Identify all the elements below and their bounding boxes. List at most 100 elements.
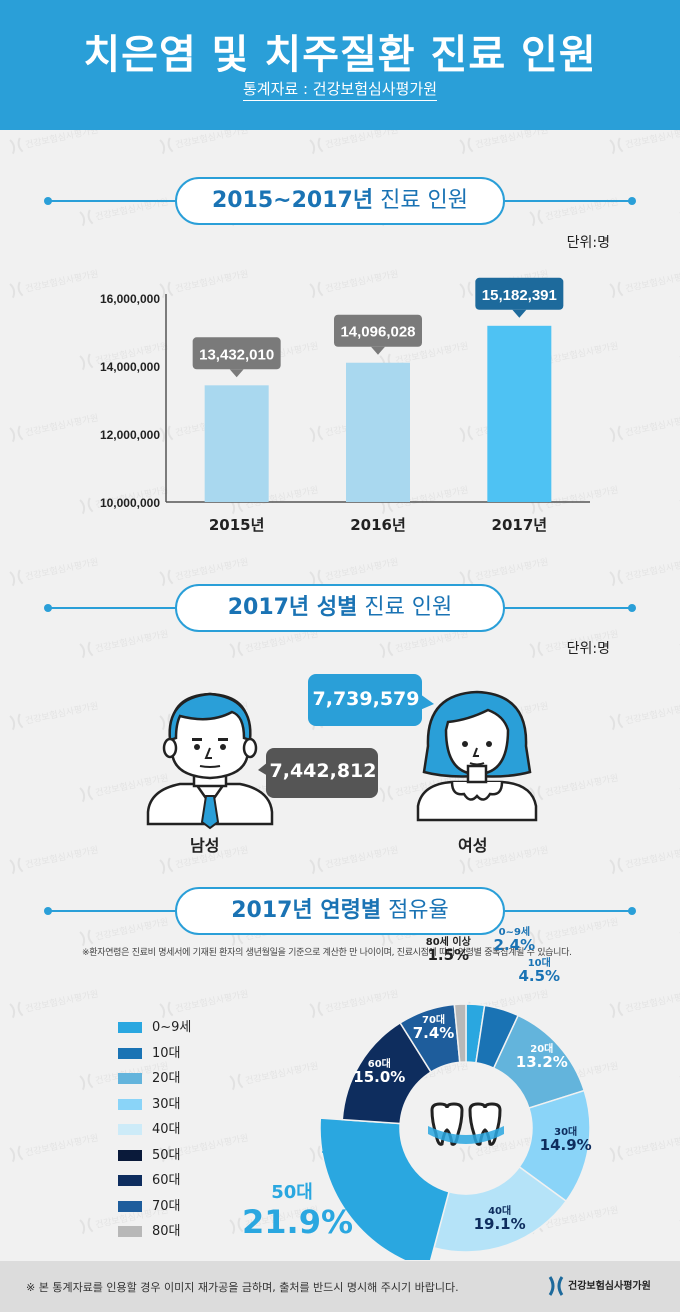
svg-text:건강보험심사평가원: 건강보험심사평가원 — [24, 989, 99, 1015]
slice-name: 40대 — [488, 1206, 512, 1218]
unit-label: 단위:명 — [566, 641, 610, 657]
donut-slice — [320, 1117, 450, 1260]
legend-item: 30대 — [118, 1093, 181, 1112]
female-label: 여성 — [458, 836, 488, 855]
legend-item: 80대 — [118, 1220, 181, 1239]
legend-item: 70대 — [118, 1195, 181, 1214]
divider-dot — [44, 907, 52, 915]
legend-swatch — [118, 1124, 142, 1135]
svg-text:건강보험심사평가원: 건강보험심사평가원 — [244, 1061, 319, 1087]
bar — [346, 362, 410, 502]
bar-value-label: 14,096,028 — [340, 324, 415, 341]
divider-dot — [628, 197, 636, 205]
slice-name: 20대 — [530, 1044, 554, 1056]
svg-text:건강보험심사평가원: 건강보험심사평가원 — [324, 845, 399, 871]
svg-text:건강보험심사평가원: 건강보험심사평가원 — [94, 629, 169, 655]
age-donut-chart — [320, 1003, 591, 1260]
slice-value: 13.2% — [515, 1053, 568, 1072]
svg-text:건강보험심사평가원: 건강보험심사평가원 — [624, 701, 680, 727]
slice-value: 1.5% — [427, 946, 470, 965]
slice-value: 14.9% — [539, 1136, 592, 1155]
svg-text:건강보험심사평가원: 건강보험심사평가원 — [24, 1133, 99, 1159]
slice-label: 50대 21.9% — [242, 1182, 354, 1241]
male-label: 남성 — [190, 836, 220, 855]
legend-label: 40대 — [152, 1122, 181, 1137]
male-value: 7,442,812 — [269, 760, 377, 782]
svg-text:건강보험심사평가원: 건강보험심사평가원 — [174, 130, 249, 151]
source-label: 통계자료 : 건강보험심사평가원 — [0, 78, 680, 101]
legend-item: 0~9세 — [118, 1016, 192, 1035]
page-title: 치은염 및 치주질환 진료 인원 — [83, 32, 597, 78]
divider-dot — [44, 604, 52, 612]
slice-value: 4.5% — [518, 966, 561, 985]
footer-org: 건강보험심사평가원 — [568, 1281, 651, 1292]
legend-label: 80대 — [152, 1224, 181, 1239]
slice-label: 10대 4.5% — [509, 958, 569, 985]
svg-text:건강보험심사평가원: 건강보험심사평가원 — [244, 629, 319, 655]
svg-text:건강보험심사평가원: 건강보험심사평가원 — [324, 130, 399, 151]
svg-text:건강보험심사평가원: 건강보험심사평가원 — [174, 1133, 249, 1159]
bar-chart: 10,000,000 12,000,000 14,000,000 16,000,000… — [100, 277, 590, 534]
divider-dot — [44, 197, 52, 205]
svg-text:건강보험심사평가원: 건강보험심사평가원 — [24, 130, 99, 151]
female-callout — [308, 674, 434, 726]
unit-label: 단위:명 — [566, 235, 610, 251]
legend-item: 10대 — [118, 1042, 181, 1061]
svg-text:건강보험심사평가원: 건강보험심사평가원 — [624, 130, 680, 151]
slice-name: 50대 — [271, 1182, 313, 1203]
slice-label: 20대 13.2% — [512, 1045, 572, 1070]
section-title-trend: 2015~2017년 진료 인원 — [175, 177, 505, 225]
legend-label: 20대 — [152, 1071, 181, 1086]
slice-value: 15.0% — [353, 1068, 406, 1087]
y-tick-label: 10,000,000 — [100, 496, 160, 510]
slice-name: 0~9세 — [498, 927, 531, 939]
legend-swatch — [118, 1047, 142, 1059]
svg-text:건강보험심사평가원: 건강보험심사평가원 — [474, 130, 549, 151]
slice-label: 40대 19.1% — [470, 1207, 530, 1232]
slice-label: 0~9세 2.4% — [484, 928, 544, 953]
legend-swatch — [118, 1073, 142, 1084]
teeth-icon — [428, 1102, 504, 1146]
x-category-label: 2017년 — [492, 516, 548, 534]
legend-swatch — [118, 1226, 142, 1237]
x-category-label: 2016년 — [350, 516, 406, 534]
slice-label: 80세 이상 1.5% — [418, 938, 478, 963]
age-note: ※환자연령은 진료비 명세서에 기재된 환자의 생년월일을 기준으로 계산한 만… — [82, 948, 572, 958]
slice-label: 30대 14.9% — [536, 1128, 596, 1153]
bar-callout-pointer — [512, 309, 527, 318]
legend-swatch — [118, 1200, 142, 1212]
slice-name: 60대 — [367, 1059, 391, 1071]
section-title-age: 2017년 연령별 점유율 — [175, 887, 505, 935]
hira-logo-icon — [548, 1276, 564, 1296]
svg-text:건강보험심사평가원: 건강보험심사평가원 — [174, 989, 249, 1015]
svg-text:건강보험심사평가원: 건강보험심사평가원 — [24, 845, 99, 871]
svg-text:건강보험심사평가원: 건강보험심사평가원 — [474, 557, 549, 583]
legend-label: 10대 — [152, 1045, 181, 1061]
legend-label: 60대 — [152, 1173, 181, 1188]
section-title-gender: 2017년 성별 진료 인원 — [175, 584, 505, 632]
svg-text:건강보험심사평가원: 건강보험심사평가원 — [394, 629, 469, 655]
legend-label: 30대 — [152, 1096, 181, 1112]
legend-swatch — [118, 1175, 142, 1186]
footer-notice: ※ 본 통계자료를 인용할 경우 이미지 재가공을 금하며, 출처를 반드시 명… — [26, 1281, 459, 1294]
legend-swatch — [118, 1149, 142, 1161]
legend-item: 20대 — [118, 1067, 181, 1086]
slice-value: 19.1% — [473, 1215, 526, 1234]
slice-name: 70대 — [421, 1015, 446, 1027]
bar-callout — [192, 337, 281, 370]
svg-text:건강보험심사평가원: 건강보험심사평가원 — [24, 701, 99, 727]
divider-dot — [628, 604, 636, 612]
female-value: 7,739,579 — [312, 688, 420, 710]
svg-text:건강보험심사평가원: 건강보험심사평가원 — [624, 557, 680, 583]
legend-label: 0~9세 — [152, 1020, 192, 1035]
slice-value: 21.9% — [242, 1203, 354, 1241]
bar-callout — [334, 314, 422, 347]
legend-swatch — [118, 1022, 142, 1033]
legend-item: 50대 — [118, 1144, 181, 1163]
donut-slice — [453, 1003, 467, 1064]
svg-text:건강보험심사평가원: 건강보험심사평가원 — [94, 917, 169, 943]
y-tick-label: 14,000,000 — [100, 360, 160, 374]
divider-dot — [628, 907, 636, 915]
female-figure-icon — [416, 690, 538, 822]
legend-item: 60대 — [118, 1169, 181, 1188]
